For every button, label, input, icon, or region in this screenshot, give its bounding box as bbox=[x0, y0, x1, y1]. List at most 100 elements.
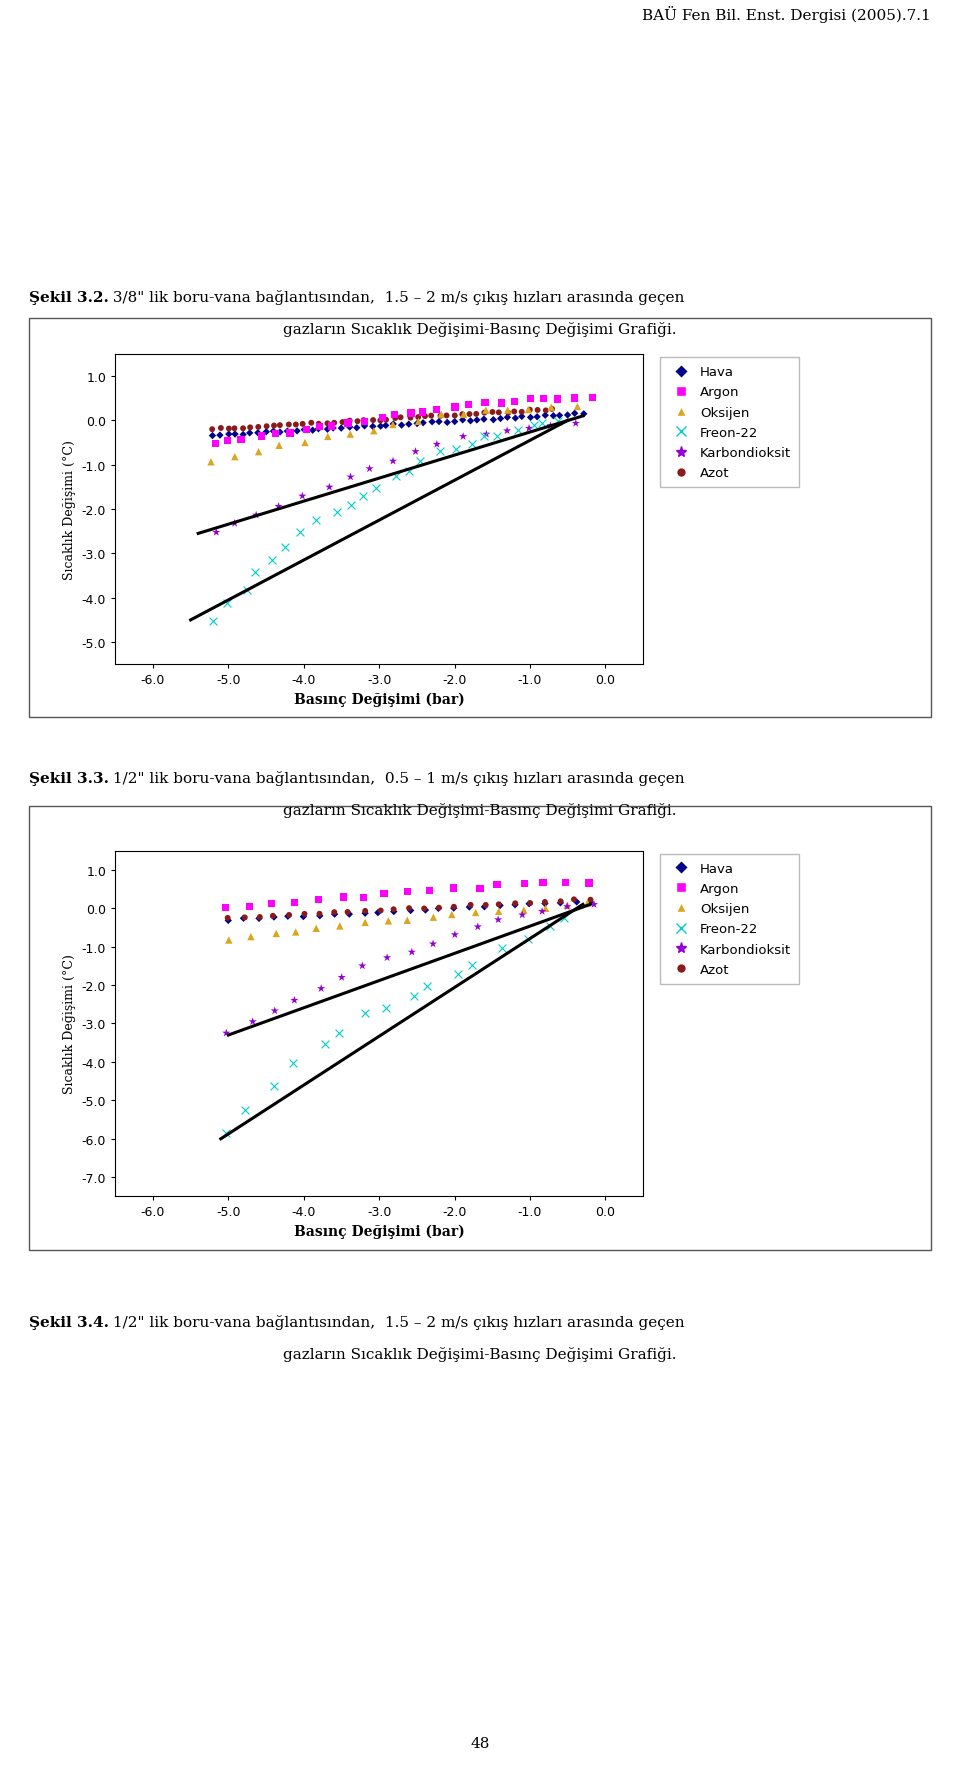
Point bbox=[560, 892, 575, 920]
Point bbox=[429, 395, 444, 424]
Point bbox=[491, 906, 506, 934]
Point bbox=[388, 404, 403, 433]
Point bbox=[448, 436, 464, 465]
Point bbox=[450, 961, 466, 989]
Point bbox=[251, 418, 266, 447]
Point bbox=[456, 401, 471, 429]
Point bbox=[320, 410, 335, 438]
Point bbox=[583, 888, 598, 917]
Point bbox=[243, 413, 258, 441]
Point bbox=[371, 899, 386, 927]
Point bbox=[220, 427, 235, 456]
Point bbox=[243, 924, 258, 952]
Point bbox=[420, 973, 435, 1002]
Point bbox=[357, 413, 372, 441]
Point bbox=[266, 411, 281, 440]
Point bbox=[219, 589, 234, 617]
Point bbox=[404, 938, 420, 966]
Point bbox=[545, 402, 561, 431]
Point bbox=[312, 902, 327, 931]
Point bbox=[236, 904, 252, 933]
Point bbox=[355, 482, 371, 511]
Point bbox=[515, 402, 530, 431]
Point bbox=[538, 890, 553, 918]
Point bbox=[266, 902, 281, 931]
Point bbox=[358, 1000, 373, 1028]
Point bbox=[550, 408, 565, 436]
Legend: Hava, Argon, Oksijen, Freon-22, Karbondioksit, Azot: Hava, Argon, Oksijen, Freon-22, Karbondi… bbox=[660, 358, 799, 488]
Point bbox=[400, 878, 416, 906]
Point bbox=[491, 897, 506, 926]
Point bbox=[208, 519, 224, 548]
Point bbox=[409, 410, 424, 438]
Point bbox=[369, 475, 384, 504]
Point bbox=[403, 897, 419, 926]
Y-axis label: Sıcaklık Değişimi (°C): Sıcaklık Değişimi (°C) bbox=[63, 954, 76, 1094]
Point bbox=[268, 420, 283, 449]
Point bbox=[248, 558, 263, 587]
Point bbox=[492, 399, 507, 427]
Point bbox=[431, 408, 446, 436]
Point bbox=[340, 410, 355, 438]
Point bbox=[439, 402, 454, 431]
Point bbox=[529, 402, 544, 431]
Point bbox=[252, 904, 267, 933]
Point bbox=[423, 402, 439, 431]
Point bbox=[514, 399, 529, 427]
Point bbox=[293, 518, 308, 546]
Point bbox=[461, 390, 476, 418]
Point bbox=[298, 429, 313, 457]
Point bbox=[558, 869, 573, 897]
Point bbox=[340, 899, 355, 927]
Point bbox=[479, 420, 494, 449]
Point bbox=[326, 410, 342, 438]
Point bbox=[411, 404, 426, 433]
Point bbox=[336, 883, 351, 911]
Point bbox=[311, 410, 326, 438]
Point bbox=[287, 888, 302, 917]
Point bbox=[221, 906, 236, 934]
Point bbox=[462, 401, 477, 429]
Point bbox=[432, 438, 447, 466]
Point bbox=[550, 385, 565, 413]
Point bbox=[425, 904, 441, 933]
Point bbox=[314, 975, 329, 1004]
Point bbox=[386, 897, 401, 926]
Point bbox=[219, 1019, 234, 1048]
Point bbox=[403, 399, 419, 427]
Point bbox=[372, 413, 388, 441]
Point bbox=[221, 420, 236, 449]
Point bbox=[366, 406, 381, 434]
Point bbox=[349, 415, 365, 443]
Point bbox=[287, 986, 302, 1014]
Point bbox=[280, 902, 296, 931]
Point bbox=[326, 899, 342, 927]
Point bbox=[543, 394, 559, 422]
Point bbox=[417, 895, 432, 924]
Point bbox=[455, 401, 470, 429]
Point bbox=[288, 918, 303, 947]
Point bbox=[295, 410, 310, 438]
Point bbox=[322, 473, 337, 502]
Point bbox=[333, 415, 348, 443]
Point bbox=[462, 894, 477, 922]
Point bbox=[357, 897, 372, 926]
Point bbox=[553, 888, 568, 917]
Point bbox=[342, 408, 357, 436]
Point bbox=[228, 420, 243, 449]
Point bbox=[335, 408, 350, 436]
Point bbox=[478, 892, 493, 920]
Point bbox=[493, 390, 509, 418]
Point bbox=[455, 424, 470, 452]
Point bbox=[288, 411, 303, 440]
Point bbox=[205, 606, 221, 635]
Point bbox=[253, 422, 269, 450]
Point bbox=[266, 418, 281, 447]
Point bbox=[237, 904, 252, 933]
Point bbox=[455, 406, 470, 434]
Text: 1/2" lik boru-vana bağlantısından,  0.5 – 1 m/s çıkış hızları arasında geçen: 1/2" lik boru-vana bağlantısından, 0.5 –… bbox=[108, 771, 685, 785]
Point bbox=[553, 890, 568, 918]
Point bbox=[477, 894, 492, 922]
Point bbox=[331, 1019, 347, 1048]
Point bbox=[279, 418, 295, 447]
